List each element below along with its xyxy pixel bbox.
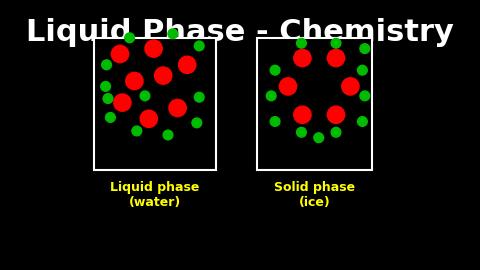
Ellipse shape	[145, 40, 162, 57]
Ellipse shape	[140, 91, 150, 101]
Ellipse shape	[114, 94, 131, 111]
Ellipse shape	[279, 78, 297, 95]
Ellipse shape	[163, 130, 173, 140]
Ellipse shape	[168, 29, 178, 39]
Ellipse shape	[194, 92, 204, 102]
Ellipse shape	[294, 106, 311, 123]
Ellipse shape	[358, 117, 367, 126]
Ellipse shape	[360, 91, 370, 101]
Text: Liquid phase
(water): Liquid phase (water)	[110, 181, 200, 209]
Ellipse shape	[155, 67, 172, 84]
Ellipse shape	[192, 118, 202, 128]
Ellipse shape	[126, 72, 143, 90]
Ellipse shape	[270, 117, 280, 126]
Ellipse shape	[125, 33, 134, 43]
Ellipse shape	[179, 56, 196, 73]
Ellipse shape	[327, 49, 345, 67]
Ellipse shape	[106, 113, 115, 122]
Ellipse shape	[266, 91, 276, 101]
FancyBboxPatch shape	[257, 38, 372, 170]
Ellipse shape	[331, 127, 341, 137]
Ellipse shape	[360, 44, 370, 53]
Ellipse shape	[294, 49, 311, 67]
Ellipse shape	[140, 110, 157, 127]
Ellipse shape	[342, 78, 359, 95]
Text: Solid phase
(ice): Solid phase (ice)	[274, 181, 355, 209]
Ellipse shape	[103, 94, 113, 103]
Ellipse shape	[270, 65, 280, 75]
Ellipse shape	[101, 82, 110, 91]
Ellipse shape	[169, 99, 186, 117]
Ellipse shape	[358, 65, 367, 75]
Ellipse shape	[314, 133, 324, 143]
Ellipse shape	[132, 126, 142, 136]
Text: Liquid Phase - Chemistry: Liquid Phase - Chemistry	[26, 18, 454, 47]
Ellipse shape	[331, 38, 341, 48]
Ellipse shape	[194, 41, 204, 51]
Ellipse shape	[111, 45, 129, 63]
Ellipse shape	[102, 60, 111, 70]
Ellipse shape	[327, 106, 345, 123]
Ellipse shape	[297, 127, 306, 137]
FancyBboxPatch shape	[94, 38, 216, 170]
Ellipse shape	[297, 38, 306, 48]
